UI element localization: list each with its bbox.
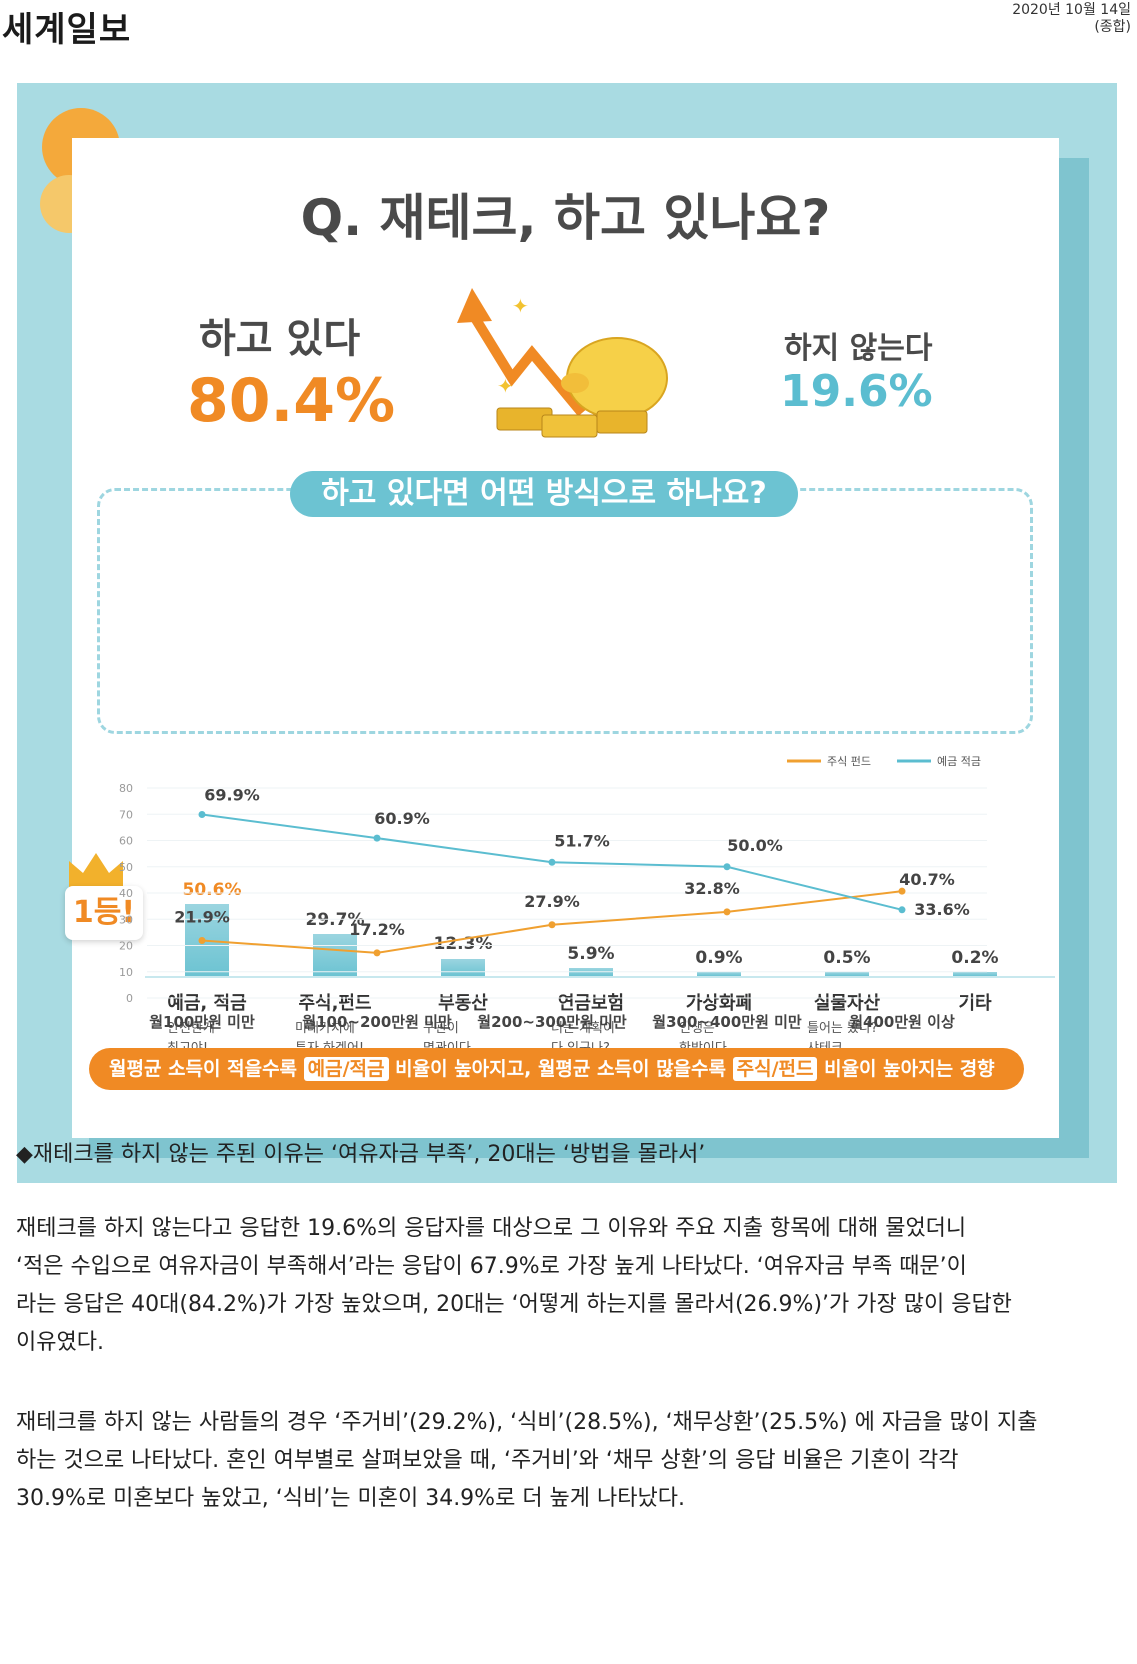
x-category-label: 월400만원 이상 <box>849 1013 955 1031</box>
legend-label: 예금 적금 <box>937 755 981 768</box>
data-point <box>898 906 906 914</box>
bar-5 <box>697 972 741 976</box>
summary-text: 비율이 높아지는 경향 <box>817 1058 995 1080</box>
bar-value-label: 0.5% <box>823 948 871 968</box>
data-label: 21.9% <box>174 908 230 927</box>
y-tick-label: 60 <box>119 835 133 848</box>
article-subheading: ◆재테크를 하지 않는 주된 이유는 ‘여유자금 부족’, 20대는 ‘방법을 … <box>16 1142 706 1167</box>
article-paragraph-1: 재테크를 하지 않는다고 응답한 19.6%의 응답자를 대상으로 그 이유와 … <box>16 1210 1121 1362</box>
data-label: 17.2% <box>349 920 405 939</box>
methods-panel: 1등! 50.6%예금, 적금안전한게최고야!29.7%주식,펀드미래가치에투자… <box>65 488 1055 1056</box>
data-label: 27.9% <box>524 892 580 911</box>
y-tick-label: 80 <box>119 782 133 795</box>
data-point <box>198 937 206 945</box>
bar-value-label: 50.6% <box>182 880 242 900</box>
infographic: Q. 재테크, 하고 있나요? 하고 있다 80.4% ✦ ✦ 하지 않는다 1… <box>17 83 1117 1183</box>
summary-highlight-stock: 주식/펀드 <box>732 1057 818 1081</box>
data-label: 69.9% <box>204 786 260 805</box>
summary-text: 비율이 높아지고, 월평균 소득이 많을수록 <box>388 1058 733 1080</box>
gold-bar-icon <box>541 414 598 438</box>
income-line-chart: 80 70 60 50 40 30 20 10 0 월100만원 미만 월100~200만원 미만 월… <box>119 755 987 1031</box>
dateline: 2020년 10월 14일 (종합) <box>1012 2 1131 36</box>
y-tick-label: 40 <box>119 887 133 900</box>
paragraph-line: 재테크를 하지 않는다고 응답한 19.6%의 응답자를 대상으로 그 이유와 … <box>16 1216 967 1241</box>
first-place-badge: 1등! <box>65 886 143 940</box>
data-label: 50.0% <box>727 836 783 855</box>
trend-summary-bar: 월평균 소득이 적을수록 예금/적금 비율이 높아지고, 월평균 소득이 많을수… <box>89 1048 1024 1090</box>
data-point <box>548 858 556 866</box>
sparkle-icon: ✦ <box>497 374 514 398</box>
methods-question-pill: 하고 있다면 어떤 방식으로 하나요? <box>290 471 798 517</box>
doing-label: 하고 있다 <box>199 316 361 362</box>
sparkle-icon: ✦ <box>512 294 529 318</box>
piggy-bank-gold-illustration: ✦ ✦ <box>457 288 668 438</box>
data-label: 60.9% <box>374 809 430 828</box>
legend-label: 주식 펀드 <box>827 755 871 768</box>
bar-7 <box>953 972 997 976</box>
section: (종합) <box>1094 19 1131 35</box>
crown-icon <box>69 853 123 887</box>
method-caption-line: 구관이 <box>423 1021 459 1036</box>
bar-value-label: 0.9% <box>695 948 743 968</box>
doing-percent: 80.4% <box>187 366 396 436</box>
bar-2 <box>313 933 357 976</box>
data-point <box>373 949 381 957</box>
y-tick-label: 70 <box>119 808 133 821</box>
summary-text: 월평균 소득이 적을수록 <box>109 1058 304 1080</box>
bar-6 <box>825 972 869 976</box>
not-doing-percent: 19.6% <box>780 366 933 417</box>
method-caption-line: 인생은 <box>679 1021 715 1036</box>
newspaper-masthead: 세계일보 <box>2 10 132 50</box>
paragraph-line: 30.9%로 미혼보다 높았고, ‘식비’는 미혼이 34.9%로 더 높게 나… <box>16 1486 685 1511</box>
x-category-label: 월100만원 미만 <box>149 1013 255 1031</box>
paragraph-line: 이유였다. <box>16 1330 104 1355</box>
method-caption-line: 안전한게 <box>167 1021 215 1036</box>
x-category-label: 월100~200만원 미만 <box>302 1013 452 1031</box>
x-category-label: 월300~400만원 미만 <box>652 1013 802 1031</box>
summary-highlight-deposit: 예금/적금 <box>303 1057 389 1081</box>
y-tick-label: 10 <box>119 966 133 979</box>
methods-bar-chart: 50.6%예금, 적금안전한게최고야!29.7%주식,펀드미래가치에투자 하겠어… <box>145 871 1055 1076</box>
data-label: 33.6% <box>914 900 970 919</box>
data-label: 51.7% <box>554 831 610 850</box>
bar-value-label: 12.3% <box>433 934 493 955</box>
bar-baseline <box>145 976 1055 978</box>
data-point <box>548 921 556 929</box>
bar-value-label: 5.9% <box>567 943 615 964</box>
y-tick-label: 20 <box>119 940 133 953</box>
data-point <box>198 811 206 819</box>
method-caption-line: 너는 계획이 <box>551 1021 615 1036</box>
y-tick-label: 50 <box>119 861 133 874</box>
data-label: 40.7% <box>899 870 955 889</box>
not-doing-label: 하지 않는다 <box>784 331 933 366</box>
data-label: 32.8% <box>684 879 740 898</box>
data-point <box>373 834 381 842</box>
method-caption-line: 틀어는 봤나? <box>807 1021 878 1036</box>
date: 2020년 10월 14일 <box>1012 2 1131 18</box>
article-paragraph-2: 재테크를 하지 않는 사람들의 경우 ‘주거비’(29.2%), ‘식비’(28… <box>16 1404 1121 1518</box>
y-tick-label: 30 <box>119 913 133 926</box>
question-title: Q. 재테크, 하고 있나요? <box>300 189 831 247</box>
gold-bar-icon <box>596 410 648 434</box>
data-point <box>723 863 731 871</box>
x-category-label: 월200~300만원 미만 <box>477 1013 627 1031</box>
infographic-card: Q. 재테크, 하고 있나요? 하고 있다 80.4% ✦ ✦ 하지 않는다 1… <box>65 138 1059 1138</box>
y-tick-label: 0 <box>126 992 133 1005</box>
paragraph-line: ‘적은 수입으로 여유자금이 부족해서’라는 응답이 67.9%로 가장 높게 … <box>16 1254 967 1279</box>
rising-arrow-icon <box>467 310 586 417</box>
method-caption-line: 미래가치에 <box>295 1021 355 1036</box>
paragraph-line: 재테크를 하지 않는 사람들의 경우 ‘주거비’(29.2%), ‘식비’(28… <box>16 1410 1038 1435</box>
data-point <box>723 908 731 916</box>
arrow-head-icon <box>457 288 492 323</box>
paragraph-line: 라는 응답은 40대(84.2%)가 가장 높았으며, 20대는 ‘어떻게 하는… <box>16 1292 1012 1317</box>
bar-value-label: 0.2% <box>951 948 999 968</box>
piggy-snout-icon <box>561 373 589 393</box>
data-point <box>898 887 906 895</box>
paragraph-line: 하는 것으로 나타났다. 혼인 여부별로 살펴보았을 때, ‘주거비’와 ‘채무… <box>16 1448 959 1473</box>
